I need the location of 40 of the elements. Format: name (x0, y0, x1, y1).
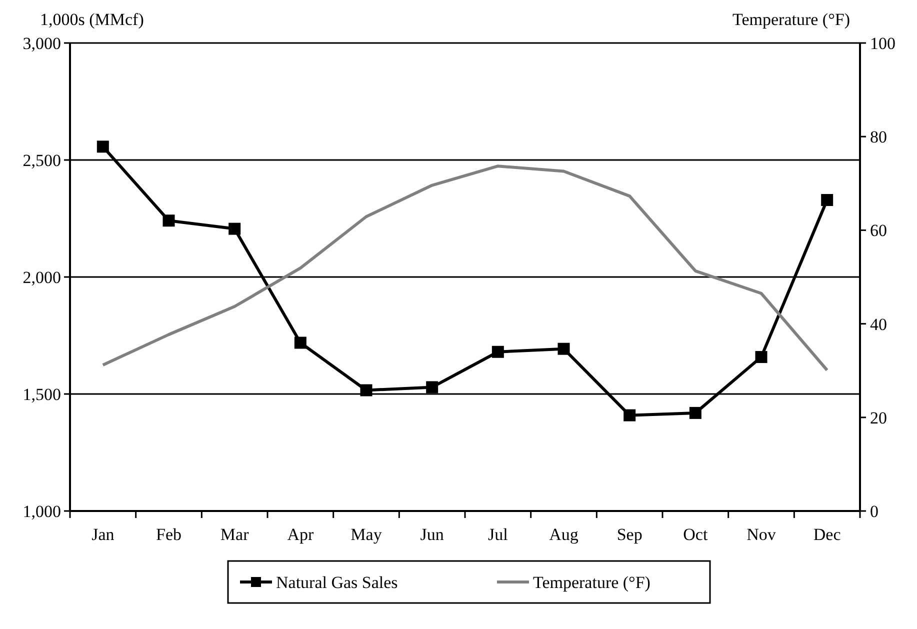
y-tick-label: 3,000 (22, 34, 61, 53)
x-tick-label: Jul (488, 525, 508, 544)
x-tick-label: Feb (156, 525, 182, 544)
point (162, 214, 175, 227)
y2-tick-label: 100 (870, 34, 896, 53)
point (492, 346, 504, 358)
y-tick-label: 2,000 (22, 268, 61, 287)
y2-tick-label: 80 (870, 128, 887, 147)
y-axis-title: 1,000s (MMcf) (40, 10, 144, 29)
point (96, 140, 109, 153)
y-tick-label: 2,500 (22, 150, 61, 170)
y2-tick-label: 20 (870, 408, 887, 428)
x-tick-label: Dec (813, 525, 842, 544)
legend-label: Temperature (°F) (533, 572, 650, 592)
point (294, 336, 306, 349)
x-tick-label: Nov (746, 525, 776, 544)
line-series (101, 164, 829, 372)
y2-tick-label: 0 (870, 502, 878, 521)
point (624, 409, 636, 422)
point (360, 384, 372, 396)
y-tick-label: 1,000 (22, 502, 61, 521)
y-tick-label: 1,500 (22, 384, 61, 404)
x-tick-label: Jan (92, 525, 115, 544)
y2-axis-title: Temperature (°F) (732, 10, 850, 29)
y2-tick-label: 40 (870, 314, 887, 334)
point (821, 194, 834, 206)
point (426, 381, 438, 394)
x-tick-label: Mar (220, 525, 250, 544)
x-tick-label: Jun (420, 525, 444, 544)
y2-tick-label: 60 (870, 221, 887, 240)
x-tick-label: Oct (683, 525, 708, 544)
point (228, 222, 241, 235)
x-tick-label: May (350, 525, 382, 544)
point (558, 342, 570, 355)
point (689, 406, 702, 419)
x-tick-label: Aug (549, 525, 579, 544)
point (755, 351, 768, 364)
legend-label: Natural Gas Sales (276, 572, 398, 592)
x-tick-label: Sep (616, 525, 642, 544)
x-tick-label: Apr (287, 525, 314, 544)
